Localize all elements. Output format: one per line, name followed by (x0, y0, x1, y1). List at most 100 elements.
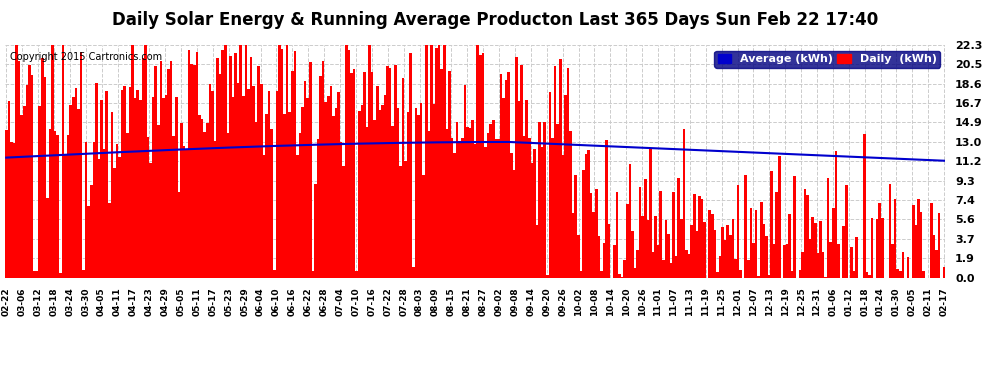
Bar (747, 260, 749, 278)
Bar (92, 142, 95, 278)
Bar (428, 131, 430, 278)
Bar (727, 225, 729, 278)
Bar (942, 267, 945, 278)
Bar (613, 245, 616, 278)
Bar (69, 105, 72, 278)
Bar (340, 142, 343, 278)
Bar (365, 127, 368, 278)
Bar (296, 155, 299, 278)
Bar (852, 271, 855, 278)
Bar (338, 92, 340, 278)
Bar (740, 270, 742, 278)
Bar (698, 196, 701, 278)
Bar (767, 275, 770, 278)
Bar (590, 194, 592, 278)
Bar (701, 199, 703, 278)
Bar (637, 250, 639, 278)
Bar (235, 53, 237, 278)
Bar (822, 252, 825, 278)
Bar (335, 108, 338, 278)
Bar (74, 87, 77, 278)
Bar (299, 132, 301, 278)
Bar (528, 138, 531, 278)
Bar (219, 74, 222, 278)
Bar (368, 45, 371, 278)
Bar (559, 59, 561, 278)
Bar (402, 78, 404, 278)
Bar (553, 66, 556, 278)
Bar (373, 120, 376, 278)
Bar (79, 53, 82, 278)
Bar (865, 272, 868, 278)
Bar (124, 86, 126, 278)
Bar (47, 198, 49, 278)
Bar (28, 65, 31, 278)
Bar (262, 156, 265, 278)
Bar (566, 68, 569, 278)
Bar (677, 178, 680, 278)
Bar (275, 92, 278, 278)
Bar (917, 200, 920, 278)
Bar (832, 209, 835, 278)
Bar (688, 254, 690, 278)
Bar (322, 61, 325, 278)
Bar (198, 115, 201, 278)
Bar (167, 69, 170, 278)
Bar (441, 69, 443, 278)
Bar (693, 194, 696, 278)
Bar (515, 57, 518, 278)
Bar (719, 256, 722, 278)
Bar (605, 140, 608, 278)
Bar (325, 102, 327, 278)
Bar (936, 250, 938, 278)
Bar (397, 108, 399, 278)
Bar (448, 71, 450, 278)
Bar (482, 53, 484, 278)
Bar (799, 270, 801, 278)
Bar (923, 271, 925, 278)
Bar (598, 236, 600, 278)
Bar (724, 240, 727, 278)
Bar (113, 168, 116, 278)
Bar (902, 252, 904, 278)
Bar (314, 184, 317, 278)
Bar (378, 110, 381, 278)
Bar (142, 58, 145, 278)
Bar (709, 210, 711, 278)
Bar (145, 45, 147, 278)
Bar (850, 247, 852, 278)
Bar (626, 204, 629, 278)
Bar (147, 137, 149, 278)
Bar (474, 144, 476, 278)
Bar (248, 89, 249, 278)
Bar (350, 72, 352, 278)
Bar (871, 217, 873, 278)
Text: Daily Solar Energy & Running Average Producton Last 365 Days Sun Feb 22 17:40: Daily Solar Energy & Running Average Pro… (112, 11, 878, 29)
Bar (683, 129, 685, 278)
Bar (170, 61, 172, 278)
Bar (430, 45, 433, 278)
Bar (304, 81, 307, 278)
Bar (371, 72, 373, 278)
Bar (714, 230, 716, 278)
Bar (804, 189, 806, 278)
Bar (523, 136, 526, 278)
Bar (355, 271, 358, 278)
Bar (286, 45, 288, 278)
Bar (21, 114, 23, 278)
Bar (49, 129, 51, 278)
Bar (899, 272, 902, 278)
Bar (835, 151, 838, 278)
Bar (180, 123, 183, 278)
Bar (257, 66, 260, 278)
Bar (270, 129, 273, 278)
Bar (639, 188, 642, 278)
Bar (381, 105, 384, 278)
Bar (577, 235, 579, 278)
Bar (938, 213, 940, 278)
Bar (288, 112, 291, 278)
Bar (139, 100, 142, 278)
Bar (587, 150, 590, 278)
Bar (95, 83, 98, 278)
Bar (672, 192, 675, 278)
